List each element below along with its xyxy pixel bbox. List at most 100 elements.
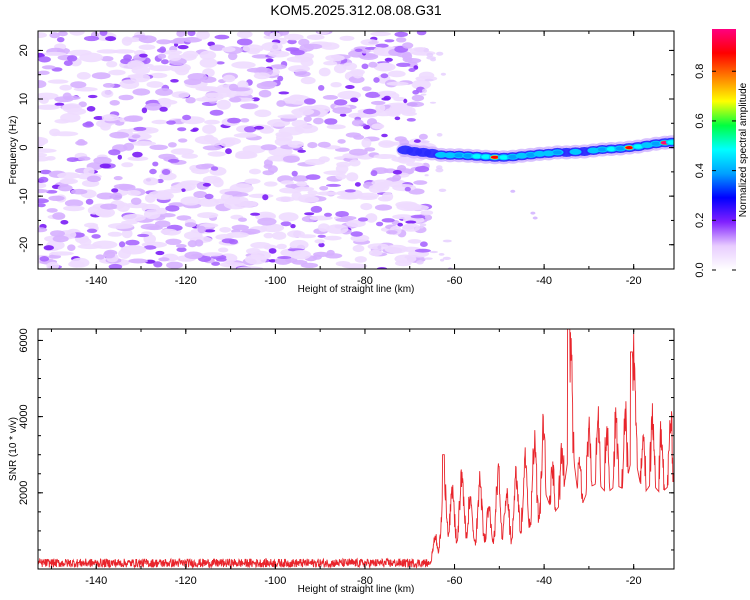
noise-blob	[406, 118, 416, 122]
noise-blob	[157, 53, 167, 59]
noise-blob	[415, 165, 430, 173]
noise-blob	[121, 162, 134, 168]
noise-blob	[307, 142, 318, 149]
noise-blob	[397, 165, 407, 172]
noise-blob	[166, 261, 183, 269]
noise-blob	[127, 190, 141, 196]
noise-blob	[202, 182, 211, 187]
noise-blob	[86, 228, 98, 233]
snr-y-label: SNR (10 * v/v)	[8, 417, 19, 481]
noise-blob	[381, 218, 395, 223]
spectrogram-frame	[37, 30, 675, 270]
noise-blob	[346, 172, 359, 182]
noise-blob	[417, 226, 424, 229]
noise-blob	[278, 212, 299, 222]
noise-blob	[332, 107, 353, 114]
noise-blob	[291, 260, 308, 265]
noise-blob	[143, 245, 157, 250]
noise-blob	[386, 230, 398, 235]
noise-blob	[100, 203, 118, 210]
noise-blob	[119, 79, 140, 89]
noise-blob	[195, 164, 212, 170]
noise-blob	[233, 133, 258, 138]
noise-blob	[253, 72, 271, 80]
noise-blob	[57, 184, 73, 192]
noise-blob	[283, 33, 304, 41]
noise-blob	[250, 242, 271, 249]
noise-blob	[318, 156, 330, 163]
noise-blob	[158, 153, 176, 160]
noise-blob	[133, 126, 147, 131]
noise-blob	[438, 253, 445, 256]
track-core	[481, 154, 491, 159]
noise-blob	[196, 31, 210, 40]
noise-blob	[132, 151, 143, 158]
noise-blob	[349, 148, 368, 156]
noise-blob	[319, 186, 329, 191]
noise-blob	[397, 222, 404, 227]
noise-blob	[384, 39, 395, 43]
noise-blob	[335, 261, 351, 267]
noise-blob	[171, 91, 190, 99]
track-core	[615, 146, 625, 151]
y-tick-label: -20	[18, 237, 30, 253]
noise-blob	[157, 97, 172, 104]
noise-blob	[128, 258, 148, 264]
snr-series-line	[38, 329, 674, 569]
noise-blob	[69, 31, 85, 36]
noise-blob	[62, 103, 82, 113]
spectrogram-x-label: Height of straight line (km)	[298, 284, 415, 295]
noise-blob	[336, 195, 362, 200]
noise-blob	[127, 156, 149, 162]
noise-blob	[118, 94, 134, 101]
noise-blob	[218, 247, 229, 253]
noise-blob	[121, 36, 133, 46]
noise-blob	[123, 115, 143, 122]
noise-blob	[405, 220, 417, 224]
y-tick-label: 0	[18, 145, 30, 151]
noise-blob	[323, 61, 338, 66]
noise-blob	[100, 56, 114, 62]
noise-blob	[250, 212, 261, 216]
noise-blob	[199, 58, 218, 68]
noise-blob	[418, 71, 435, 80]
noise-blob	[229, 97, 242, 103]
track-core	[633, 144, 643, 149]
noise-blob	[38, 152, 48, 158]
noise-blob	[408, 68, 416, 72]
noise-blob	[429, 101, 437, 104]
noise-blob	[436, 51, 444, 56]
noise-blob	[304, 98, 316, 105]
noise-blob	[365, 91, 381, 98]
noise-blob	[370, 100, 386, 105]
noise-blob	[297, 195, 320, 203]
noise-blob	[46, 208, 58, 213]
noise-blob	[350, 97, 359, 103]
noise-blob	[96, 49, 119, 54]
noise-blob	[38, 80, 47, 89]
noise-blob	[45, 190, 58, 194]
noise-blob	[378, 90, 397, 96]
noise-blob	[375, 43, 389, 48]
noise-blob	[199, 50, 217, 60]
noise-blob	[121, 228, 133, 239]
noise-blob	[354, 182, 361, 187]
noise-blob	[38, 104, 60, 110]
noise-blob	[161, 59, 169, 65]
track-core	[508, 154, 518, 159]
noise-blob	[143, 177, 159, 186]
noise-blob	[373, 77, 380, 83]
noise-blob	[144, 103, 163, 111]
noise-blob	[294, 71, 311, 77]
spectrogram-y-axis: -20 -10 0 10 20	[18, 44, 674, 270]
noise-blob	[214, 34, 230, 40]
noise-blob	[83, 35, 100, 42]
noise-blob	[83, 167, 95, 176]
noise-blob	[436, 133, 443, 137]
noise-blob	[420, 241, 428, 247]
noise-blob	[101, 89, 114, 98]
noise-blob	[84, 222, 98, 228]
x-tick-label: -100	[264, 275, 286, 287]
noise-blob	[93, 156, 112, 165]
